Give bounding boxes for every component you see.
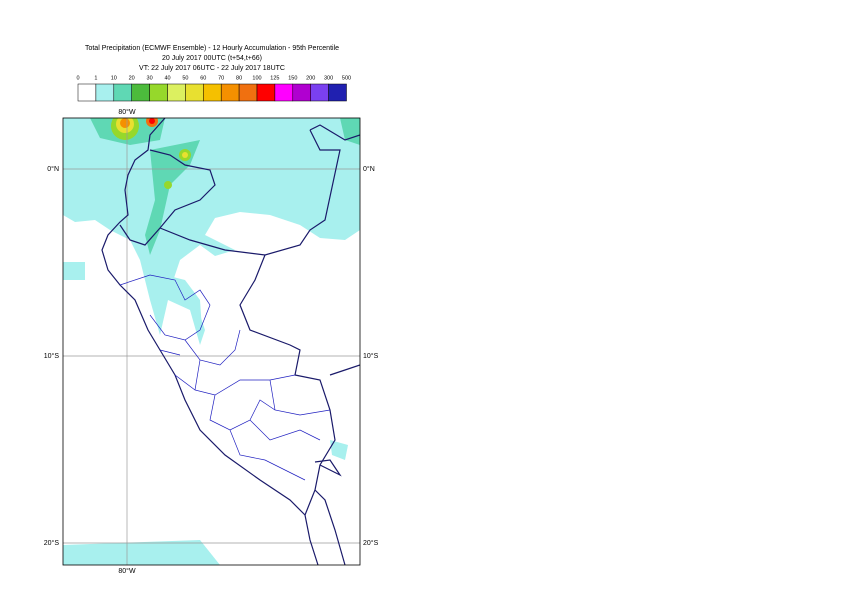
rain-area [340, 118, 360, 145]
country-border [159, 129, 341, 256]
region-borders [119, 274, 331, 481]
legend-swatch [131, 83, 150, 102]
lake [314, 459, 342, 477]
legend-swatch [274, 83, 294, 102]
country-border [309, 124, 360, 141]
legend-swatch [167, 83, 186, 102]
country-border [119, 149, 216, 246]
lat-label: 0°N [47, 165, 59, 173]
map-border [62, 117, 361, 566]
legend-label: 1 [94, 75, 97, 81]
legend-swatch [328, 83, 347, 102]
legend-label: 200 [306, 75, 315, 81]
rain-area [63, 118, 360, 345]
legend-label: 40 [164, 75, 170, 81]
country-border [329, 364, 360, 376]
legend-label: 0 [76, 75, 79, 81]
legend-label: 100 [252, 75, 261, 81]
rain-cell [149, 118, 155, 124]
subtitle: 20 July 2017 00UTC (t+54,t+66) [162, 55, 262, 62]
legend-swatch [220, 83, 240, 102]
legend-swatch [256, 83, 276, 102]
lat-label: 20°S [363, 539, 379, 547]
rain-area [63, 262, 85, 280]
lat-label: 10°S [44, 352, 60, 360]
rain-area [330, 440, 348, 460]
legend-label: 30 [147, 75, 153, 81]
legend-label: 60 [200, 75, 206, 81]
legend-label: 50 [182, 75, 188, 81]
legend-swatch [310, 83, 329, 102]
legend-label: 300 [324, 75, 333, 81]
rain-cell [120, 118, 130, 128]
subtitle: VT: 22 July 2017 06UTC - 22 July 2017 18… [139, 65, 285, 72]
legend-swatch [203, 83, 222, 102]
lon-label: 80°W [118, 108, 136, 116]
rain-cell [182, 152, 188, 158]
legend-swatch [149, 83, 168, 102]
legend: 0 1 10 20 30 40 50 60 70 80 100 125 150 200 300 500 [76, 75, 351, 102]
legend-label: 10 [111, 75, 117, 81]
legend-swatch [185, 83, 204, 102]
coastline [101, 118, 319, 565]
legend-swatch [238, 83, 258, 102]
country-border [314, 489, 346, 565]
legend-label: 20 [129, 75, 135, 81]
legend-label: 150 [288, 75, 297, 81]
title: Total Precipitation (ECMWF Ensemble) - 1… [85, 45, 339, 52]
rain-area [63, 540, 220, 565]
lat-label: 20°S [44, 539, 60, 547]
lon-label: 80°W [118, 567, 136, 575]
legend-swatch [113, 83, 132, 102]
legend-label: 500 [342, 75, 351, 81]
legend-label: 80 [236, 75, 242, 81]
rain-cell [164, 181, 172, 189]
legend-swatch [95, 83, 115, 102]
lat-label: 10°S [363, 352, 379, 360]
legend-swatch [292, 83, 311, 102]
lat-label: 0°N [363, 165, 375, 173]
legend-swatch [77, 83, 97, 102]
map: 80°W 80°W 0°N 0°N 10°S 10°S 20°S 20°S [44, 108, 379, 575]
legend-label: 70 [218, 75, 224, 81]
legend-label: 125 [270, 75, 279, 81]
